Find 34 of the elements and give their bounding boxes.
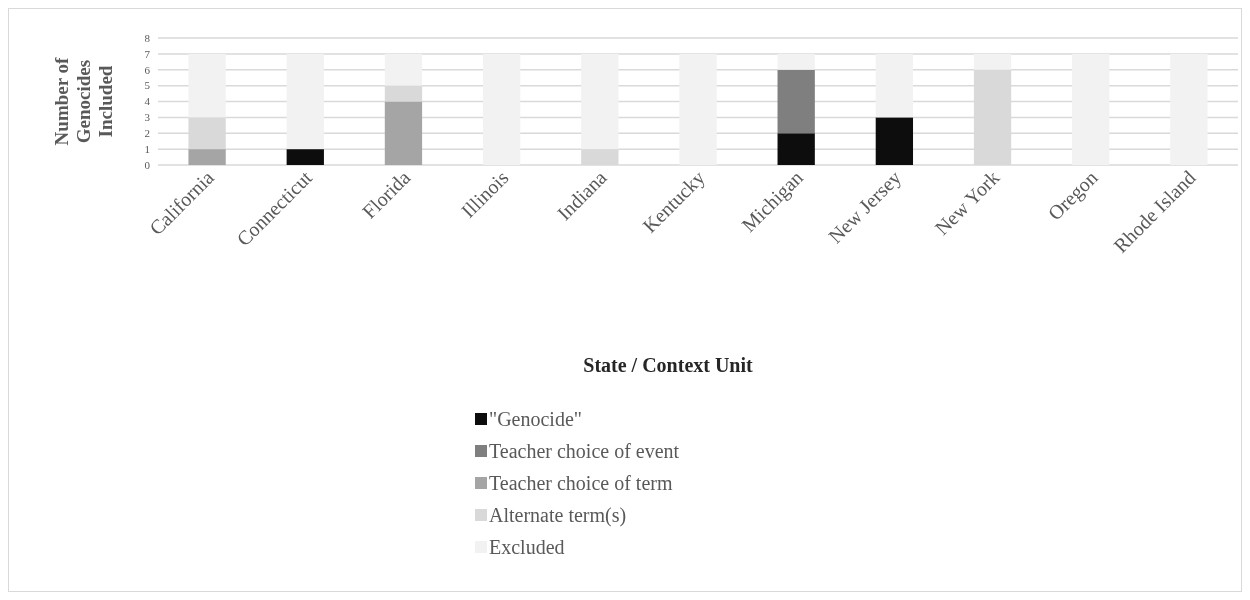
y-tick-label: 3 (144, 111, 151, 124)
bar (482, 53, 521, 165)
bar (679, 53, 717, 165)
bar (777, 69, 815, 134)
y-tick-label: 0 (144, 158, 151, 171)
bar (777, 53, 815, 70)
y-tick-label: 7 (144, 47, 151, 60)
bar (188, 53, 226, 118)
y-tick-label: 4 (144, 95, 151, 108)
y-tick-label: 6 (144, 63, 151, 76)
y-tick-label: 5 (144, 79, 151, 92)
bar (1170, 53, 1208, 165)
bar (286, 149, 324, 165)
x-tick-label: New York (930, 166, 1004, 240)
x-axis-title: State / Context Unit (583, 354, 754, 376)
bar (875, 53, 914, 118)
legend-label: "Genocide" (489, 408, 582, 430)
bar (384, 101, 423, 165)
bar (286, 53, 324, 150)
y-tick-label: 2 (144, 127, 150, 140)
bar (581, 53, 619, 150)
legend-label: Alternate term(s) (489, 504, 627, 527)
bar (875, 117, 914, 165)
bar (1072, 53, 1110, 165)
bar (384, 53, 423, 86)
legend-label: Teacher choice of term (489, 472, 673, 494)
bar (188, 149, 226, 165)
y-tick-label: 1 (144, 142, 150, 155)
y-tick-label: 8 (144, 31, 151, 44)
legend-label: Excluded (489, 536, 565, 558)
legend-label: Teacher choice of event (489, 440, 680, 462)
bar (973, 53, 1012, 70)
bar (777, 133, 815, 165)
y-axis-title: Number of Genocides Included (51, 56, 116, 146)
